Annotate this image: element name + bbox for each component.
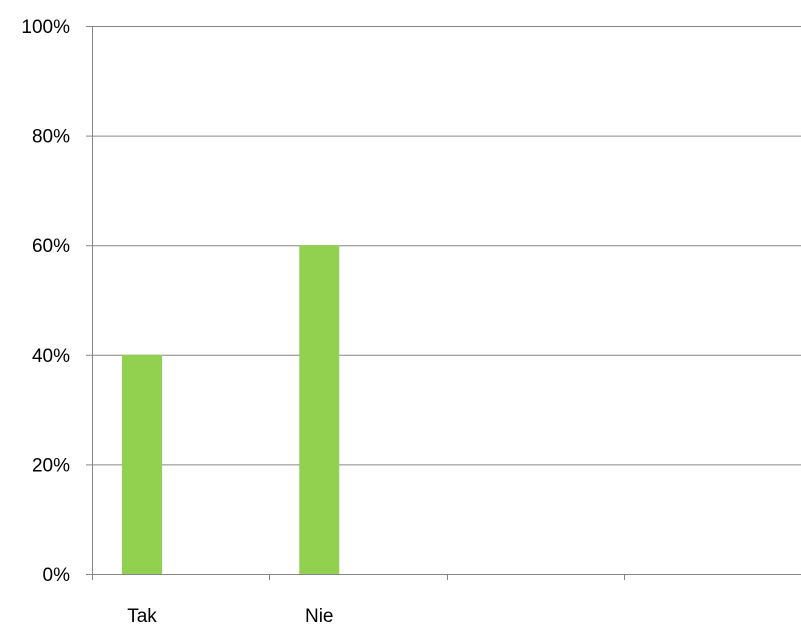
bar-tak [122,354,162,574]
y-tick-label: 100% [21,17,70,38]
gridlines [92,26,801,466]
x-tick-label: Tak [127,606,157,627]
y-tick-label: 0% [43,565,71,586]
axes [86,26,801,580]
bar-nie [299,245,340,574]
tick-labels: 0% 20% 40% 60% 80% 100% Tak Nie [21,17,333,627]
x-tick-label: Nie [305,606,334,627]
y-tick-label: 20% [32,455,70,476]
bars [122,245,340,574]
y-tick-label: 80% [32,127,70,148]
y-tick-label: 60% [32,236,70,257]
y-tick-label: 40% [32,346,70,367]
